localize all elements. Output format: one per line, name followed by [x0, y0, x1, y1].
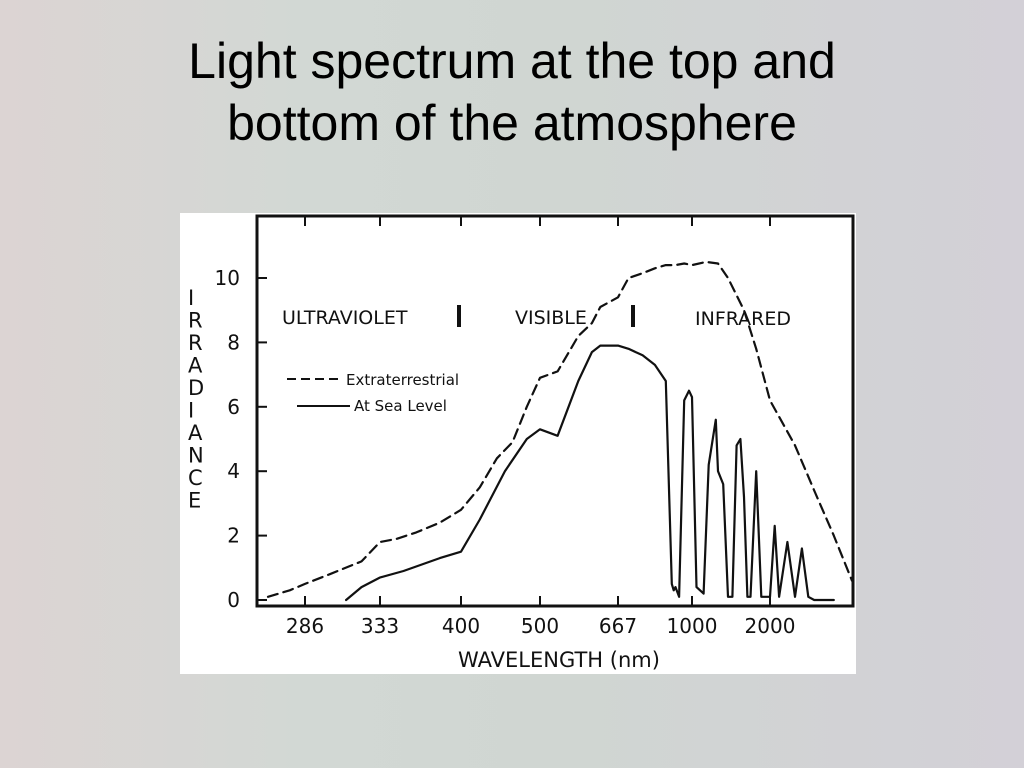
x-tick-label: 286	[286, 614, 324, 638]
region-label-ultraviolet: ULTRAVIOLET	[282, 307, 408, 329]
region-divider-2	[631, 305, 635, 327]
series-line-extraterrestrial	[266, 260, 854, 598]
region-label-visible: VISIBLE	[515, 307, 587, 329]
region-divider-1	[457, 305, 461, 327]
legend-label-extraterrestrial: Extraterrestrial	[346, 371, 459, 389]
region-label-infrared: INFRARED	[695, 308, 791, 330]
y-tick-label: 0	[227, 588, 240, 612]
irradiance-chart: 0 2 4 6 8 10 286 333 400 500 667 1000 2000 ULTRAVIOL…	[188, 214, 855, 672]
slide-title-line-2: bottom of the atmosphere	[227, 95, 797, 151]
chart-panel: 0 2 4 6 8 10 286 333 400 500 667 1000 2000 ULTRAVIOL…	[180, 213, 856, 674]
series-line-sea-level	[345, 344, 835, 602]
slide-title-line-1: Light spectrum at the top and	[188, 33, 836, 89]
x-tick-label: 667	[599, 614, 637, 638]
y-tick-label: 4	[227, 459, 240, 483]
x-tick-label: 2000	[745, 614, 796, 638]
slide-title: Light spectrum at the top and bottom of …	[0, 30, 1024, 154]
x-tick-label: 500	[521, 614, 559, 638]
ticks-layer: 0 2 4 6 8 10 286 333 400 500 667 1000 2000	[215, 216, 796, 638]
x-tick-label: 333	[361, 614, 399, 638]
x-axis-label: WAVELENGTH (nm)	[458, 648, 660, 672]
legend: Extraterrestrial At Sea Level	[287, 371, 459, 415]
series-layer	[266, 260, 854, 602]
plot-frame	[255, 214, 855, 608]
y-tick-label: 6	[227, 395, 240, 419]
x-tick-label: 400	[442, 614, 480, 638]
legend-label-sea-level: At Sea Level	[354, 397, 447, 415]
y-tick-label: 2	[227, 524, 240, 548]
y-tick-label: 8	[227, 330, 240, 354]
y-tick-label: 10	[215, 266, 240, 290]
x-tick-label: 1000	[667, 614, 718, 638]
